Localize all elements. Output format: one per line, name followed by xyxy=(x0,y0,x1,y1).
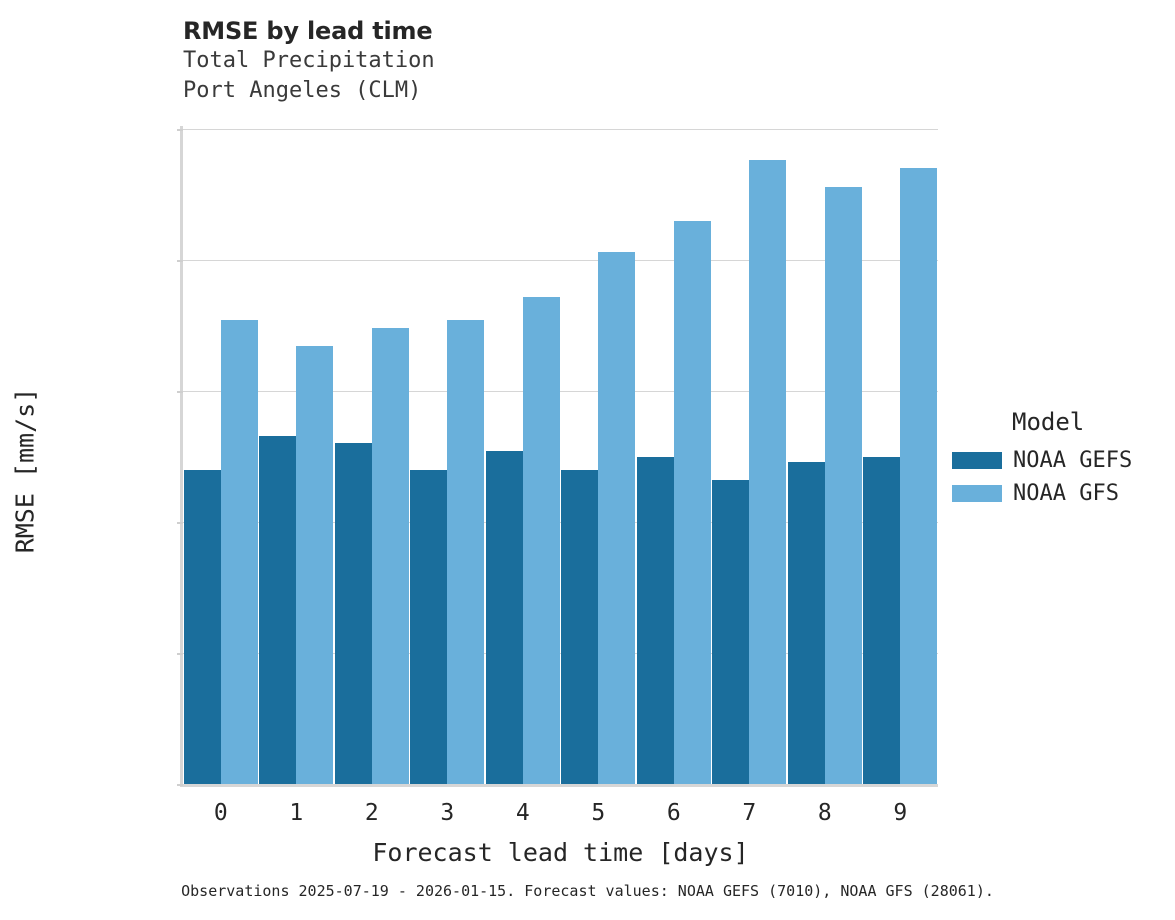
footer-note: Observations 2025-07-19 - 2026-01-15. Fo… xyxy=(181,882,994,900)
bar-noaa-gefs-day-2[interactable] xyxy=(334,443,372,784)
bar-noaa-gfs-day-8[interactable] xyxy=(824,186,862,784)
bar-noaa-gefs-day-4[interactable] xyxy=(485,451,523,784)
bar-noaa-gfs-day-9[interactable] xyxy=(900,168,938,784)
chart-subtitle-location: Port Angeles (CLM) xyxy=(183,78,422,103)
bar-noaa-gefs-day-6[interactable] xyxy=(636,456,674,784)
legend-swatch-icon xyxy=(952,452,1002,469)
legend-rows: NOAA GEFS NOAA GFS xyxy=(952,444,1172,510)
y-tick-mark xyxy=(177,522,183,524)
gridline xyxy=(183,260,938,261)
title-block: RMSE by lead time Total Precipitation Po… xyxy=(183,16,943,106)
bar-noaa-gefs-day-1[interactable] xyxy=(259,435,297,784)
y-tick-mark xyxy=(177,260,183,262)
legend-item-noaa-gfs[interactable]: NOAA GFS xyxy=(952,477,1172,510)
bar-noaa-gefs-day-0[interactable] xyxy=(183,469,221,784)
legend-item-noaa-gefs[interactable]: NOAA GEFS xyxy=(952,444,1172,477)
y-tick-mark xyxy=(177,129,183,131)
x-tick-label: 3 xyxy=(440,800,455,826)
x-axis-spine xyxy=(180,784,938,787)
bar-noaa-gfs-day-5[interactable] xyxy=(598,252,636,784)
bar-noaa-gfs-day-4[interactable] xyxy=(522,296,560,784)
y-tick-mark xyxy=(177,653,183,655)
bar-noaa-gefs-day-7[interactable] xyxy=(712,480,750,784)
x-tick-label: 7 xyxy=(742,800,757,826)
gridline xyxy=(183,522,938,523)
chart-subtitle-variable: Total Precipitation xyxy=(183,48,435,73)
x-tick-label: 8 xyxy=(817,800,832,826)
x-tick-label: 9 xyxy=(893,800,908,826)
page-title: RMSE by lead time xyxy=(183,17,433,45)
bar-noaa-gefs-day-8[interactable] xyxy=(787,461,825,784)
bar-noaa-gfs-day-0[interactable] xyxy=(220,320,258,784)
legend-title: Model xyxy=(1012,408,1085,436)
y-tick-mark xyxy=(177,391,183,393)
x-tick-label: 1 xyxy=(289,800,304,826)
legend: Model NOAA GEFS NOAA GFS xyxy=(952,408,1172,510)
bar-noaa-gefs-day-5[interactable] xyxy=(561,469,599,784)
gridline xyxy=(183,129,938,130)
legend-swatch-icon xyxy=(952,485,1002,502)
x-tick-label: 2 xyxy=(364,800,379,826)
x-tick-label: 4 xyxy=(515,800,530,826)
bar-noaa-gefs-day-9[interactable] xyxy=(863,456,901,784)
bar-noaa-gfs-day-3[interactable] xyxy=(447,320,485,784)
gridline xyxy=(183,653,938,654)
bar-noaa-gefs-day-3[interactable] xyxy=(410,469,448,784)
bar-noaa-gfs-day-1[interactable] xyxy=(296,346,334,784)
gridline xyxy=(183,391,938,392)
plot-area xyxy=(177,129,938,786)
x-axis-title: Forecast lead time [days] xyxy=(372,838,749,867)
bar-noaa-gfs-day-6[interactable] xyxy=(673,220,711,784)
legend-item-label: NOAA GEFS xyxy=(1013,448,1133,473)
x-tick-label: 5 xyxy=(591,800,606,826)
y-axis-title: RMSE [mm/s] xyxy=(10,387,40,554)
legend-item-label: NOAA GFS xyxy=(1013,481,1119,506)
x-tick-label: 6 xyxy=(666,800,681,826)
bar-noaa-gfs-day-7[interactable] xyxy=(749,160,787,784)
x-tick-label: 0 xyxy=(213,800,228,826)
bar-noaa-gfs-day-2[interactable] xyxy=(371,328,409,784)
y-tick-mark xyxy=(177,784,183,786)
y-axis-spine xyxy=(180,126,183,787)
